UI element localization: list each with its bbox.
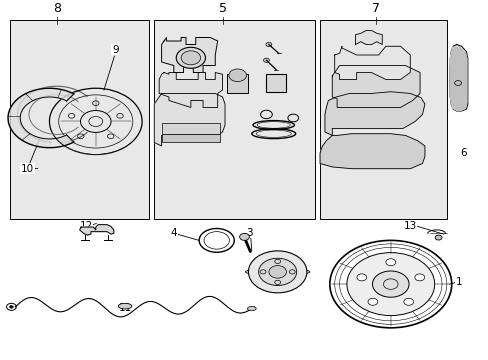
Bar [227,74,247,94]
Polygon shape [449,47,466,110]
Text: 10: 10 [21,164,34,174]
Circle shape [258,258,296,285]
Polygon shape [334,46,409,80]
Polygon shape [331,66,419,108]
Circle shape [403,298,413,305]
Circle shape [9,305,13,308]
Polygon shape [154,94,224,146]
Polygon shape [80,225,114,235]
Text: 7: 7 [371,2,379,15]
Bar [161,134,220,143]
Circle shape [176,47,205,68]
Text: 2: 2 [280,260,286,270]
Circle shape [414,274,424,281]
Polygon shape [449,59,465,100]
Circle shape [265,42,271,46]
Circle shape [346,253,434,316]
Circle shape [356,274,366,281]
Circle shape [248,251,306,293]
Bar [10,20,149,219]
Text: 1: 1 [455,277,462,287]
Text: 12: 12 [79,221,92,231]
Circle shape [385,259,395,266]
Circle shape [239,233,249,240]
Polygon shape [161,37,217,72]
Circle shape [181,51,200,65]
Circle shape [268,266,286,278]
Circle shape [372,271,408,297]
Text: 5: 5 [218,2,226,15]
Polygon shape [325,92,424,135]
Text: 3: 3 [245,228,252,238]
Ellipse shape [118,303,132,309]
Bar [266,74,285,92]
Text: 4: 4 [170,228,177,238]
Ellipse shape [247,306,256,311]
Text: 8: 8 [53,2,61,15]
Text: 9: 9 [112,45,119,55]
Bar [154,20,315,219]
Text: 11: 11 [118,302,131,312]
Bar [320,20,446,219]
Polygon shape [449,45,467,111]
Circle shape [434,235,441,240]
Text: 6: 6 [460,148,466,158]
Circle shape [228,69,246,82]
Bar [161,123,220,134]
Polygon shape [320,134,424,169]
Polygon shape [355,31,382,45]
Text: 13: 13 [403,221,416,231]
Circle shape [263,58,269,62]
Polygon shape [8,88,74,148]
Polygon shape [159,72,222,108]
Circle shape [367,298,377,305]
